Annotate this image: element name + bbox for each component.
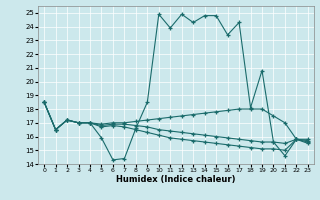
X-axis label: Humidex (Indice chaleur): Humidex (Indice chaleur) <box>116 175 236 184</box>
